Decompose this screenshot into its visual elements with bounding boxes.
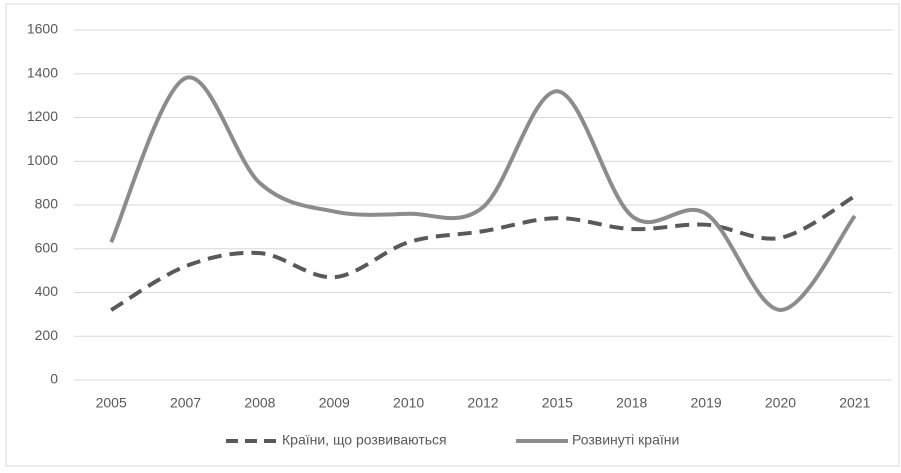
x-tick-label: 2008	[244, 395, 275, 411]
x-tick-label: 2009	[319, 395, 350, 411]
x-tick-label: 2021	[839, 395, 870, 411]
x-tick-label: 2015	[542, 395, 573, 411]
x-tick-label: 2012	[467, 395, 498, 411]
y-tick-label: 1600	[27, 21, 58, 37]
x-tick-label: 2018	[616, 395, 647, 411]
y-tick-label: 600	[35, 239, 59, 255]
y-tick-label: 1400	[27, 64, 58, 80]
y-tick-label: 0	[50, 371, 58, 387]
legend-label: Розвинуті країни	[572, 432, 679, 448]
y-tick-label: 200	[35, 327, 59, 343]
y-tick-label: 1000	[27, 152, 58, 168]
x-tick-label: 2005	[96, 395, 127, 411]
y-tick-label: 1200	[27, 108, 58, 124]
x-tick-label: 2019	[691, 395, 722, 411]
x-tick-label: 2020	[765, 395, 796, 411]
x-tick-label: 2010	[393, 395, 424, 411]
series-line	[109, 75, 857, 313]
series-line	[110, 194, 856, 312]
legend-label: Країни, що розвиваються	[282, 432, 447, 448]
y-tick-label: 800	[35, 196, 59, 212]
y-tick-label: 400	[35, 283, 59, 299]
x-tick-label: 2007	[170, 395, 201, 411]
